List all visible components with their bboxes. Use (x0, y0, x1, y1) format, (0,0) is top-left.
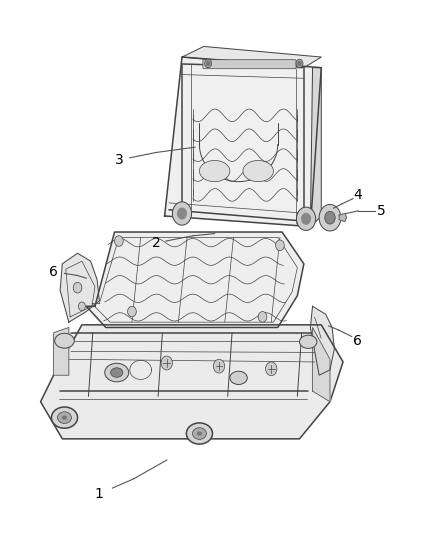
Ellipse shape (197, 431, 202, 435)
Circle shape (127, 306, 136, 317)
Ellipse shape (105, 364, 129, 382)
Text: 6: 6 (353, 334, 362, 348)
Ellipse shape (57, 412, 71, 423)
Circle shape (78, 302, 85, 311)
Circle shape (161, 356, 173, 370)
Polygon shape (339, 214, 346, 221)
Circle shape (297, 207, 316, 230)
Polygon shape (313, 327, 330, 402)
Circle shape (205, 59, 212, 68)
Circle shape (173, 202, 191, 225)
Circle shape (178, 208, 186, 219)
Polygon shape (41, 325, 343, 439)
Text: 6: 6 (49, 265, 58, 279)
Circle shape (213, 359, 225, 373)
FancyBboxPatch shape (203, 60, 296, 69)
Ellipse shape (300, 335, 317, 349)
Ellipse shape (192, 427, 206, 439)
Ellipse shape (62, 416, 67, 419)
Ellipse shape (186, 423, 212, 444)
Circle shape (115, 236, 123, 246)
Text: 3: 3 (114, 154, 123, 167)
Text: 4: 4 (353, 188, 362, 202)
Text: 1: 1 (95, 488, 104, 502)
Ellipse shape (243, 160, 273, 182)
Circle shape (265, 362, 277, 376)
Polygon shape (182, 46, 321, 68)
Circle shape (298, 61, 301, 66)
Circle shape (206, 61, 210, 66)
Text: 2: 2 (152, 236, 160, 249)
Circle shape (276, 240, 284, 251)
Polygon shape (86, 232, 304, 327)
Circle shape (73, 282, 82, 293)
Polygon shape (53, 327, 69, 375)
Ellipse shape (199, 160, 230, 182)
Ellipse shape (51, 407, 78, 428)
Polygon shape (60, 253, 99, 322)
Circle shape (258, 312, 267, 322)
Circle shape (302, 214, 311, 224)
Ellipse shape (111, 368, 123, 377)
Ellipse shape (55, 333, 74, 348)
Polygon shape (311, 68, 321, 227)
Circle shape (296, 59, 303, 68)
Circle shape (325, 212, 335, 224)
Text: 5: 5 (377, 204, 385, 218)
Ellipse shape (230, 371, 247, 384)
Circle shape (319, 205, 341, 231)
Polygon shape (311, 306, 334, 375)
Polygon shape (165, 57, 321, 227)
